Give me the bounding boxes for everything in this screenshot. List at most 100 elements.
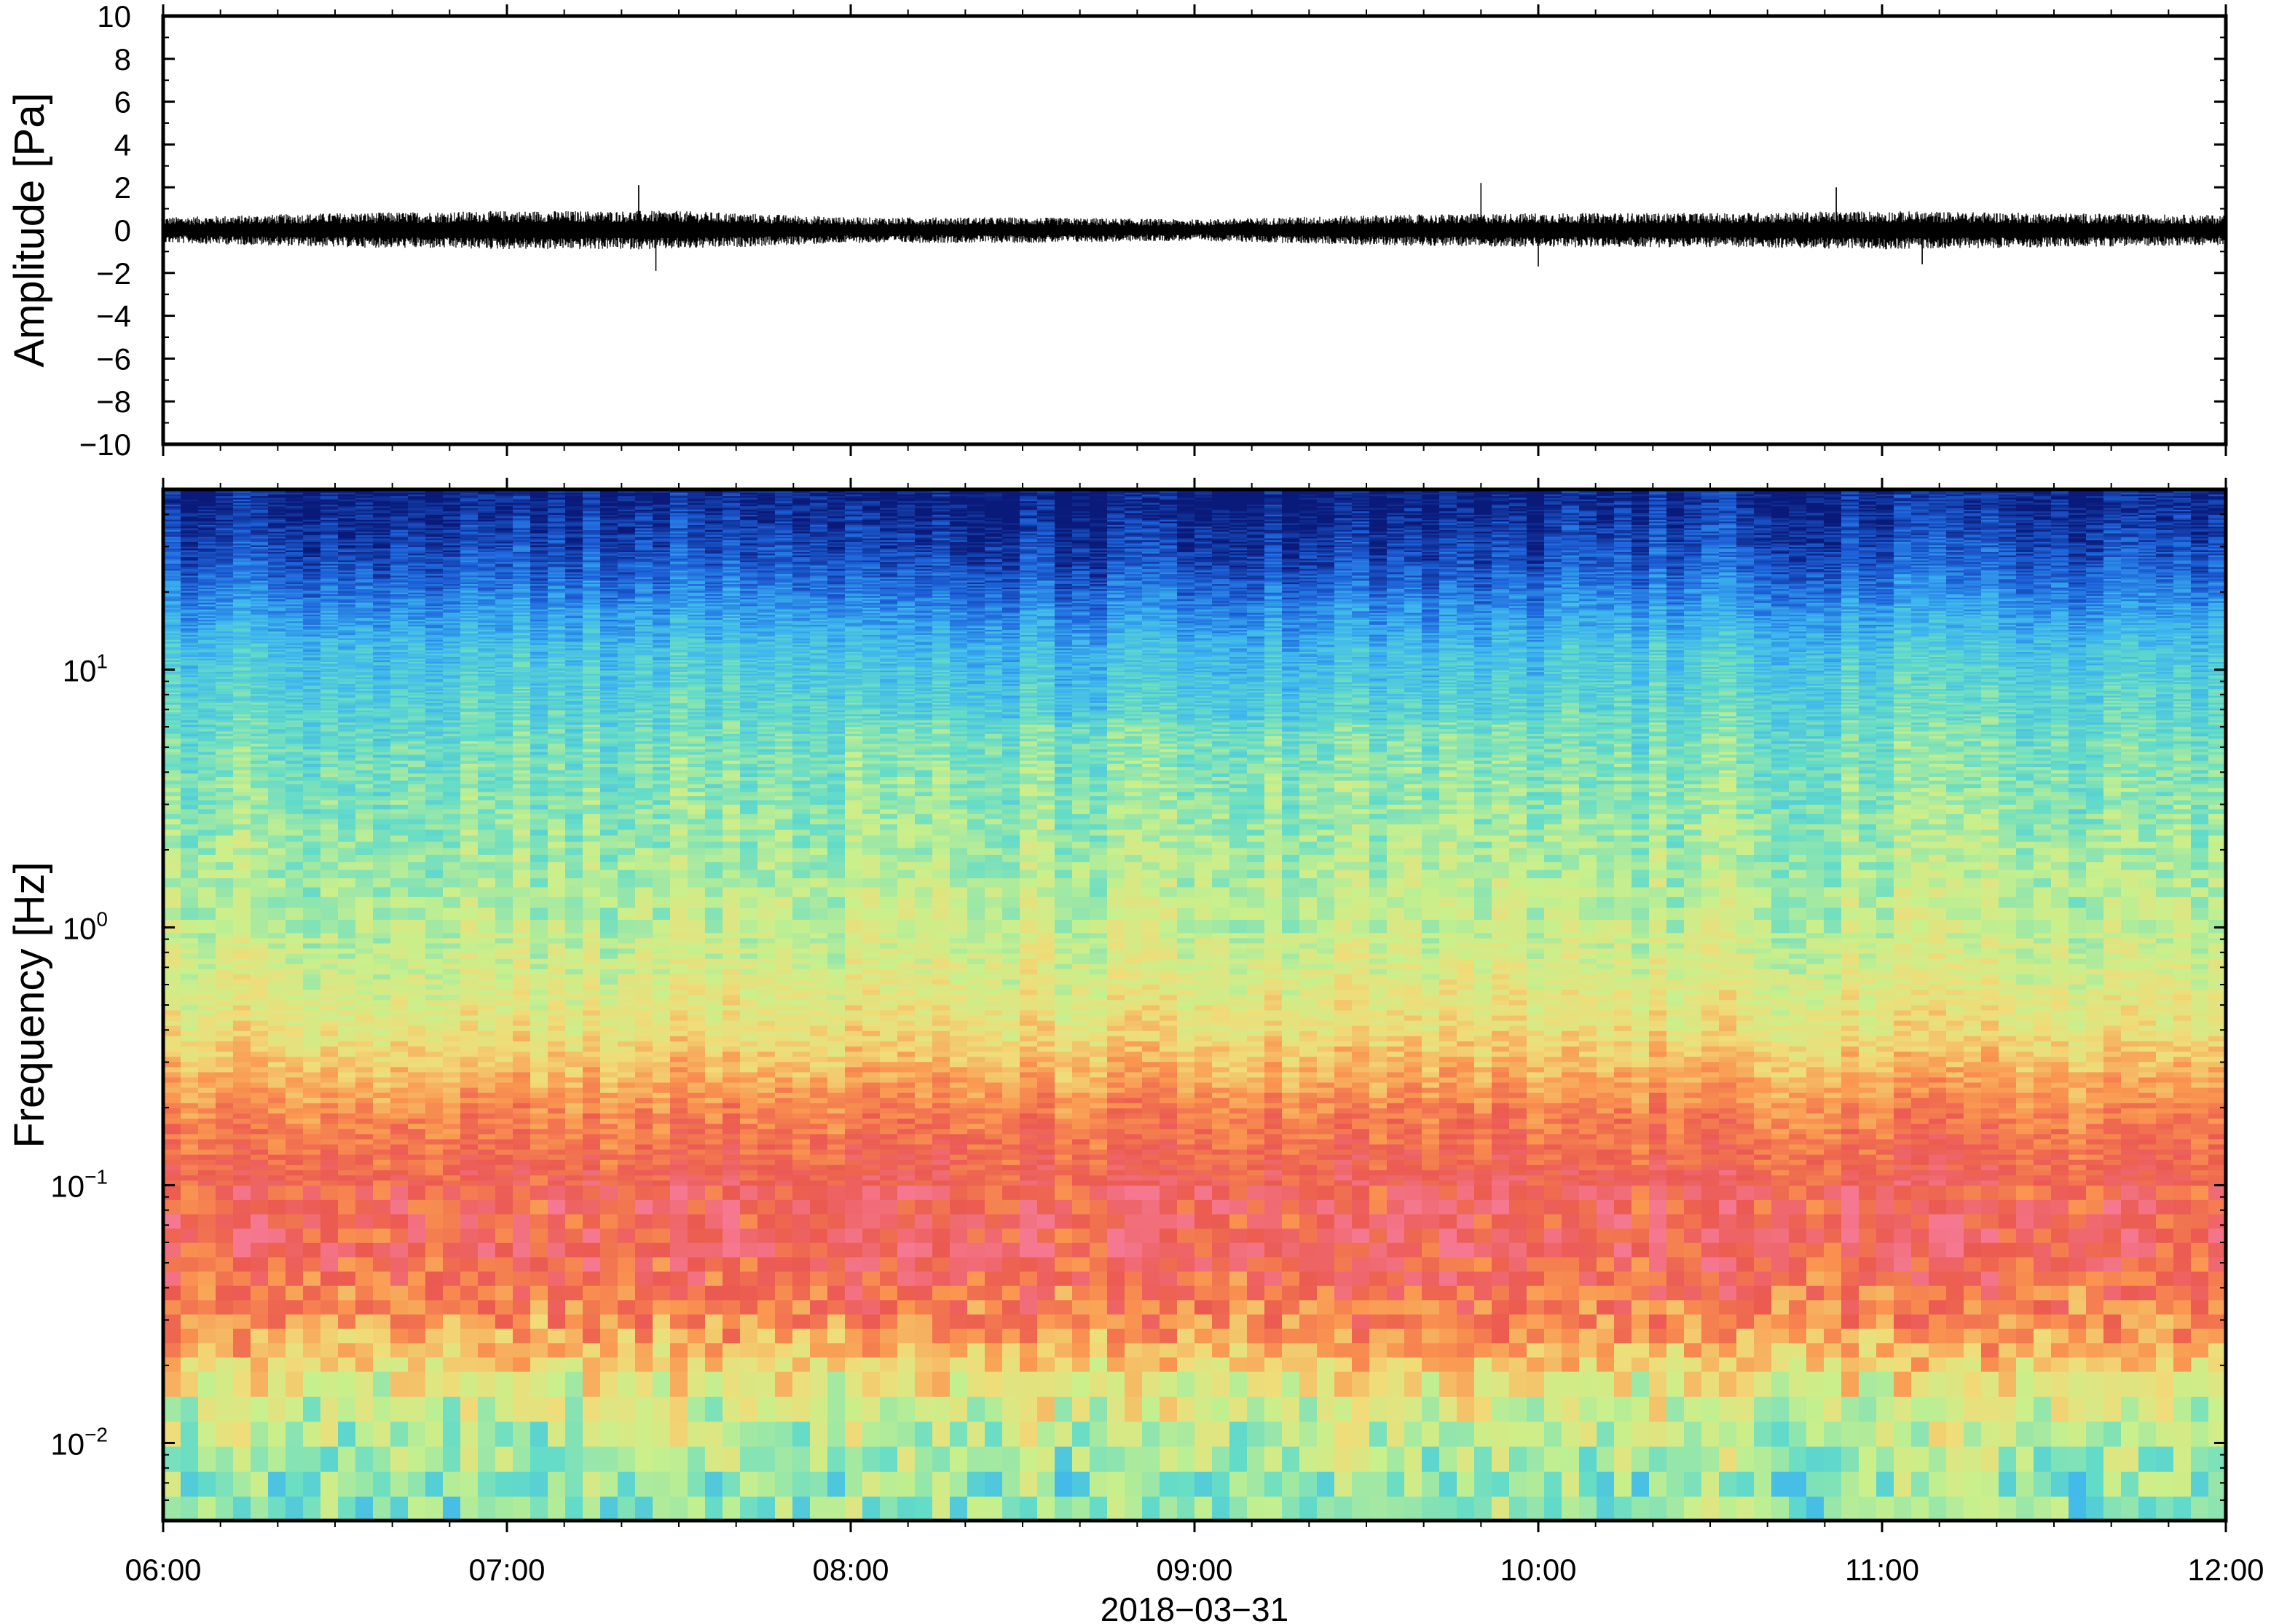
spectrogram-cell <box>460 974 479 980</box>
spectrogram-cell <box>286 1329 304 1344</box>
spectrogram-cell <box>478 1031 496 1037</box>
spectrogram-cell <box>443 784 461 789</box>
spectrogram-cell <box>216 1272 234 1286</box>
spectrogram-cell <box>373 1062 391 1068</box>
spectrogram-cell <box>390 824 409 830</box>
spectrogram-cell <box>425 1160 444 1166</box>
spectrogram-cell <box>373 1180 391 1186</box>
spectrogram-cell <box>373 1031 391 1037</box>
spectrogram-cell <box>408 943 426 949</box>
spectrogram-cell <box>198 1272 216 1286</box>
spectrogram-cell <box>268 1243 286 1258</box>
spectrogram-cell <box>216 1472 234 1497</box>
spectrogram-cell <box>355 943 374 949</box>
spectrogram-cell <box>216 1093 234 1099</box>
spectrogram-cell <box>355 1026 374 1032</box>
spectrogram-cell <box>181 1093 199 1099</box>
spectrogram-cell <box>198 1357 216 1372</box>
spectrogram-cell <box>425 897 444 909</box>
spectrogram-cell <box>460 995 479 1001</box>
spectrogram-cell <box>425 1214 444 1229</box>
spectrogram-cell <box>443 878 461 888</box>
spectrogram-cell <box>251 1052 269 1057</box>
spectrogram-cell <box>163 897 181 909</box>
spectrogram-cell <box>320 1072 339 1078</box>
spectrogram-cell <box>303 1314 321 1329</box>
spectrogram-cell <box>373 938 391 944</box>
spectrogram-cell <box>338 1010 356 1016</box>
spectrogram-cell <box>460 1062 479 1068</box>
spectrogram-cell <box>390 805 409 810</box>
spectrogram-cell <box>163 1119 181 1124</box>
spectrogram-cell <box>251 1243 269 1258</box>
spectrogram-cell <box>286 1139 304 1145</box>
spectrogram-cell <box>268 784 286 789</box>
spectrogram-cell <box>338 1124 356 1130</box>
spectrogram-cell <box>163 1077 181 1083</box>
spectrogram-cell <box>268 954 286 960</box>
spectrogram-cell <box>373 985 391 990</box>
spectrogram-cell <box>216 1129 234 1135</box>
spectrogram-cell <box>443 1124 461 1130</box>
spectrogram-cell <box>478 1062 496 1068</box>
spectrogram-cell <box>390 1186 409 1200</box>
spectrogram-cell <box>443 1472 461 1497</box>
spectrogram-cell <box>251 1062 269 1068</box>
spectrogram-cell <box>390 1357 409 1372</box>
spectrogram-cell <box>163 949 181 955</box>
spectrogram-cell <box>390 1139 409 1145</box>
spectrogram-cell <box>355 878 374 888</box>
spectrogram-cell <box>373 1165 391 1171</box>
spectrogram-cell <box>198 1229 216 1243</box>
spectrogram-cell <box>181 1021 199 1027</box>
spectrogram-cell <box>408 969 426 975</box>
spectrogram-cell <box>478 964 496 970</box>
spectrogram-cell <box>233 1083 251 1089</box>
spectrogram-cell <box>478 1357 496 1372</box>
spectrogram-cell <box>320 1083 339 1089</box>
spectrogram-cell <box>338 908 356 921</box>
spectrogram-cell <box>286 1113 304 1119</box>
spectrogram-cell <box>268 1160 286 1166</box>
spectrogram-cell <box>198 1447 216 1473</box>
spectrogram-cell <box>320 1160 339 1166</box>
spectrogram-cell <box>251 908 269 921</box>
spectrogram-cell <box>251 1497 269 1522</box>
spectrogram-cell <box>443 1497 461 1522</box>
spectrogram-cell <box>181 1447 199 1473</box>
spectrogram-cell <box>320 792 339 797</box>
spectrogram-cell <box>181 1200 199 1215</box>
spectrogram-cell <box>216 1180 234 1186</box>
spectrogram-cell <box>251 784 269 789</box>
spectrogram-cell <box>268 824 286 830</box>
spectrogram-cell <box>338 777 356 781</box>
spectrogram-cell <box>268 1031 286 1037</box>
spectrogram-cell <box>303 933 321 939</box>
spectrogram-cell <box>303 938 321 944</box>
spectrogram-cell <box>460 1057 479 1063</box>
spectrogram-cell <box>286 809 304 814</box>
spectrogram-cell <box>373 1343 391 1357</box>
spectrogram-cell <box>320 1052 339 1057</box>
spectrogram-cell <box>198 824 216 830</box>
spectrogram-cell <box>355 1372 374 1398</box>
spectrogram-cell <box>163 1088 181 1094</box>
spectrogram-cell <box>216 887 234 897</box>
spectrogram-cell <box>251 773 269 778</box>
spectrogram-cell <box>198 933 216 939</box>
spectrogram-cell <box>181 1286 199 1301</box>
spectrogram-cell <box>163 1005 181 1011</box>
spectrogram-cell <box>303 835 321 842</box>
spectrogram-cell <box>286 1036 304 1042</box>
spectrogram-cell <box>286 814 304 820</box>
spectrogram-cell <box>408 1272 426 1286</box>
spectrogram-cell <box>460 1447 479 1473</box>
spectrogram-cell <box>390 1072 409 1078</box>
spectrogram-cell <box>303 1010 321 1016</box>
spectrogram-cell <box>198 1257 216 1272</box>
spectrogram-cell <box>286 1214 304 1229</box>
spectrogram-cell <box>286 1155 304 1161</box>
spectrogram-cell <box>320 985 339 990</box>
spectrogram-cell <box>198 1175 216 1181</box>
spectrogram-cell <box>425 887 444 897</box>
